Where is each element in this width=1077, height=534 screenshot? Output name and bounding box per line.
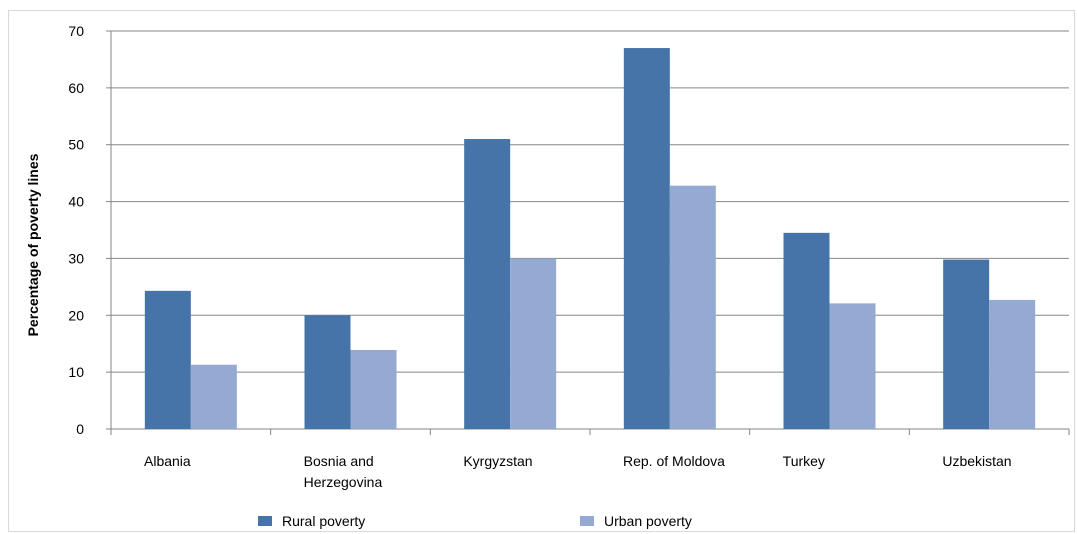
x-category-label: Bosnia and Herzegovina: [304, 453, 383, 490]
x-category-label: Turkey: [783, 453, 825, 469]
bar-urban-albania: [190, 364, 237, 429]
bar-rural-uzbekistan: [943, 259, 990, 429]
legend-swatch: [580, 516, 594, 526]
y-tick-label: 20: [68, 307, 84, 323]
bar-urban-uzbekistan: [989, 299, 1036, 429]
legend-label: Rural poverty: [282, 513, 365, 529]
x-category-label: Rep. of Moldova: [623, 453, 725, 469]
bar-urban-bosnia-and-herzegovina: [350, 349, 397, 429]
bar-urban-kyrgyzstan: [510, 258, 557, 429]
y-tick-label: 60: [68, 80, 84, 96]
x-category-label: Uzbekistan: [942, 453, 1011, 469]
bar-rural-turkey: [783, 232, 830, 429]
bar-rural-albania: [144, 290, 191, 429]
y-tick-label: 70: [68, 23, 84, 39]
bar-rural-kyrgyzstan: [464, 139, 511, 429]
y-tick-label: 30: [68, 250, 84, 266]
bar-urban-rep-of-moldova: [669, 185, 716, 429]
legend-label: Urban poverty: [604, 513, 692, 529]
bar-rural-bosnia-and-herzegovina: [304, 315, 351, 429]
legend-swatch: [258, 516, 272, 526]
bar-rural-rep-of-moldova: [623, 48, 670, 430]
bar-urban-turkey: [829, 303, 876, 429]
y-tick-label: 0: [76, 421, 84, 437]
y-tick-label: 40: [68, 194, 84, 210]
y-tick-label: 10: [68, 364, 84, 380]
y-tick-label: 50: [68, 137, 84, 153]
x-category-label: Albania: [144, 453, 191, 469]
x-category-label: Kyrgyzstan: [463, 453, 532, 469]
y-axis-label: Percentage of poverty lines: [25, 153, 41, 336]
